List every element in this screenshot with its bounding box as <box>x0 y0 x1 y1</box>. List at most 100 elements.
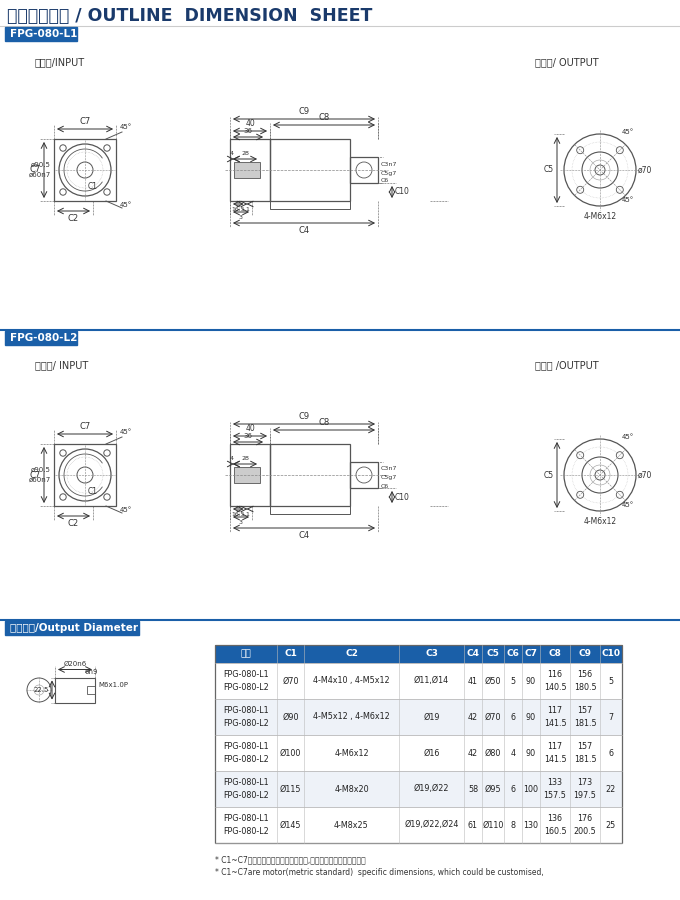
Text: 176: 176 <box>577 814 592 823</box>
Text: 6: 6 <box>609 749 613 758</box>
Text: 90: 90 <box>526 713 536 722</box>
Text: 160.5: 160.5 <box>544 827 566 836</box>
Bar <box>54 139 116 201</box>
Text: Ø90: Ø90 <box>282 713 299 722</box>
Text: 90: 90 <box>526 749 536 758</box>
Text: C5: C5 <box>544 166 554 175</box>
Text: Ø100: Ø100 <box>279 749 301 758</box>
Bar <box>234 467 260 483</box>
Text: 25: 25 <box>606 821 616 830</box>
Text: 41: 41 <box>468 677 478 686</box>
Text: 45°: 45° <box>120 507 132 513</box>
Text: 1: 1 <box>245 512 249 517</box>
Text: C4: C4 <box>466 650 479 659</box>
Text: Ø19,Ø22: Ø19,Ø22 <box>413 785 449 794</box>
Text: 45°: 45° <box>120 429 132 435</box>
Text: ø60n7: ø60n7 <box>29 172 51 178</box>
Text: 45°: 45° <box>622 197 634 203</box>
Text: C2: C2 <box>68 519 79 528</box>
Text: 181.5: 181.5 <box>574 755 596 764</box>
Text: 45°: 45° <box>622 434 634 440</box>
Text: 36: 36 <box>243 433 252 439</box>
Text: 200.5: 200.5 <box>574 827 596 836</box>
Text: 外形尺寸圖表 / OUTLINE  DIMENSION  SHEET: 外形尺寸圖表 / OUTLINE DIMENSION SHEET <box>7 7 373 25</box>
Text: 116: 116 <box>547 670 562 679</box>
Text: 141.5: 141.5 <box>544 755 566 764</box>
Text: FPG-080-L1: FPG-080-L1 <box>223 670 269 679</box>
Text: 157: 157 <box>577 742 593 751</box>
Text: C6: C6 <box>381 483 389 489</box>
Bar <box>215 699 622 735</box>
Bar <box>215 645 622 843</box>
Text: C2: C2 <box>68 214 79 223</box>
Text: 117: 117 <box>547 742 562 751</box>
Text: 輸出端/ OUTPUT: 輸出端/ OUTPUT <box>535 57 598 67</box>
Text: 4-M6x12: 4-M6x12 <box>583 212 617 221</box>
Text: 90: 90 <box>526 677 536 686</box>
Text: C3n7: C3n7 <box>381 161 397 166</box>
Bar <box>215 771 622 807</box>
Bar <box>350 462 378 488</box>
Text: Ø95: Ø95 <box>485 785 501 794</box>
Text: 22.5: 22.5 <box>33 687 49 693</box>
Text: * C1~C7are motor(metric standard)  specific dimensions, which could be customise: * C1~C7are motor(metric standard) specif… <box>215 868 544 877</box>
Bar <box>54 444 116 506</box>
Text: 130: 130 <box>524 821 539 830</box>
Text: 141.5: 141.5 <box>544 719 566 728</box>
Text: Ø19,Ø22,Ø24: Ø19,Ø22,Ø24 <box>405 821 459 830</box>
Text: Ø16: Ø16 <box>424 749 440 758</box>
Text: C7: C7 <box>80 117 90 126</box>
Text: * C1~C7是公制標準馬達連接板之尺寸,可根據客戶要求單獨定做。: * C1~C7是公制標準馬達連接板之尺寸,可根據客戶要求單獨定做。 <box>215 855 366 864</box>
Text: 4: 4 <box>511 749 515 758</box>
Text: 16.5: 16.5 <box>231 207 245 212</box>
Text: 22: 22 <box>606 785 616 794</box>
Bar <box>5 27 77 41</box>
Text: C7: C7 <box>30 471 41 480</box>
Text: C3: C3 <box>425 650 438 659</box>
Text: Ø70: Ø70 <box>282 677 299 686</box>
Text: C8: C8 <box>318 418 330 427</box>
Text: C9: C9 <box>299 107 309 116</box>
Bar <box>234 162 260 178</box>
Text: 157.5: 157.5 <box>543 791 566 800</box>
Bar <box>5 331 77 345</box>
Text: 4: 4 <box>230 456 234 461</box>
Text: 133: 133 <box>547 778 562 787</box>
Text: 180.5: 180.5 <box>574 683 596 692</box>
Text: 4-M5x12 , 4-M6x12: 4-M5x12 , 4-M6x12 <box>313 713 390 722</box>
Bar <box>215 645 622 663</box>
Text: FPG-080-L1: FPG-080-L1 <box>223 706 269 715</box>
Text: 136: 136 <box>547 814 562 823</box>
Text: 58: 58 <box>468 785 478 794</box>
Text: 173: 173 <box>577 778 592 787</box>
Text: 4-M8x20: 4-M8x20 <box>334 785 369 794</box>
Text: 40: 40 <box>245 119 255 128</box>
Text: 4-M8x25: 4-M8x25 <box>334 821 369 830</box>
Text: C9: C9 <box>579 650 592 659</box>
Text: FPG-080-L1: FPG-080-L1 <box>223 742 269 751</box>
Bar <box>230 444 270 506</box>
Text: FPG-080-L2: FPG-080-L2 <box>223 683 269 692</box>
Bar <box>55 678 95 703</box>
Text: 140.5: 140.5 <box>544 683 566 692</box>
Text: C1: C1 <box>284 650 297 659</box>
Text: 7: 7 <box>609 713 613 722</box>
Text: ø90.5: ø90.5 <box>31 162 51 168</box>
Text: 5: 5 <box>609 677 613 686</box>
Text: ø70: ø70 <box>638 471 652 480</box>
Text: 181.5: 181.5 <box>574 719 596 728</box>
Text: C5g7: C5g7 <box>381 170 397 176</box>
Text: C6: C6 <box>381 178 389 184</box>
Text: 100: 100 <box>524 785 539 794</box>
Text: 1: 1 <box>245 207 249 212</box>
Text: FPG-080-L2: FPG-080-L2 <box>10 333 78 343</box>
Text: 3: 3 <box>239 215 243 220</box>
Text: C4: C4 <box>299 226 309 235</box>
Text: ø70: ø70 <box>638 166 652 175</box>
Text: 6n9: 6n9 <box>84 669 98 674</box>
Text: 4-M6x12: 4-M6x12 <box>334 749 369 758</box>
Bar <box>270 201 350 209</box>
Text: 45°: 45° <box>120 202 132 208</box>
Text: 5: 5 <box>511 677 515 686</box>
Text: 4-M6x12: 4-M6x12 <box>583 517 617 526</box>
